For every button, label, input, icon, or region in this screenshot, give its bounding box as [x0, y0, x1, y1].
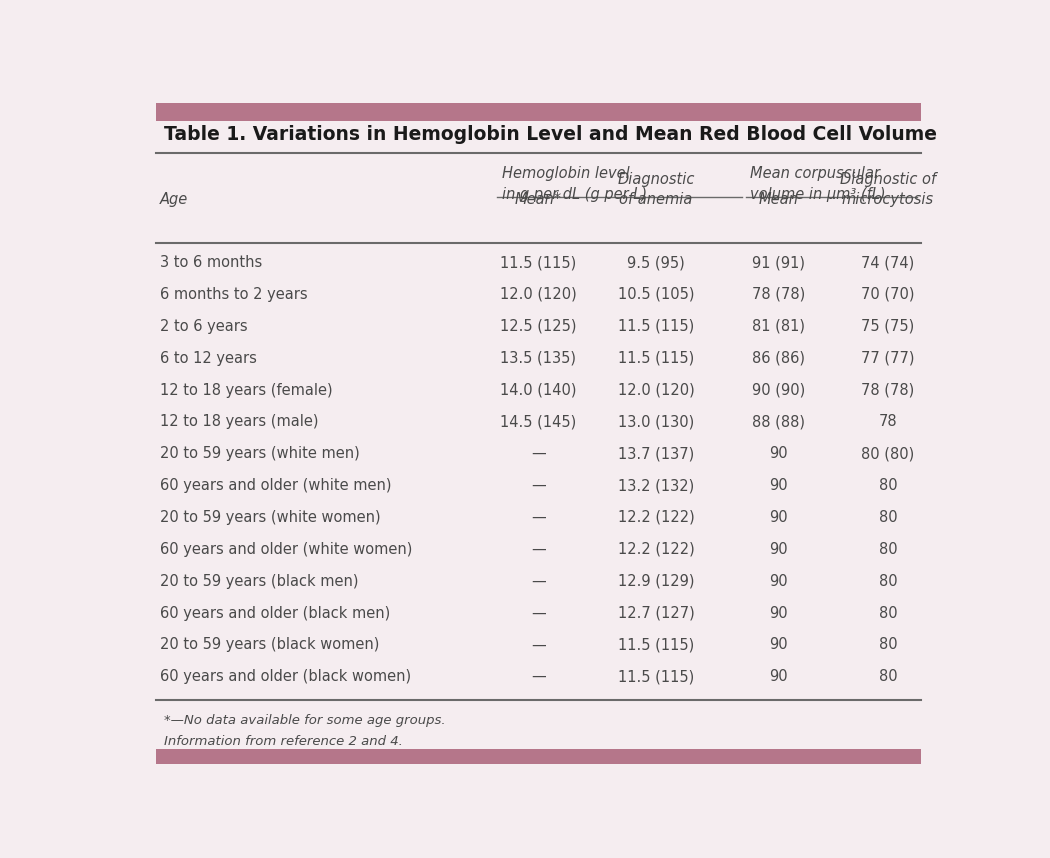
Text: 12 to 18 years (female): 12 to 18 years (female) [160, 383, 333, 397]
Text: 6 to 12 years: 6 to 12 years [160, 351, 256, 366]
Text: Hemoglobin level
in g per dL (g per L): Hemoglobin level in g per dL (g per L) [502, 166, 647, 202]
Text: Table 1. Variations in Hemoglobin Level and Mean Red Blood Cell Volume: Table 1. Variations in Hemoglobin Level … [164, 125, 937, 144]
Text: 90: 90 [769, 510, 788, 525]
Text: 80: 80 [879, 478, 898, 493]
Text: 60 years and older (black men): 60 years and older (black men) [160, 606, 390, 620]
Bar [155, 103, 921, 122]
Text: 11.5 (115): 11.5 (115) [618, 637, 694, 652]
Text: *—No data available for some age groups.: *—No data available for some age groups. [164, 714, 445, 727]
Text: 20 to 59 years (black men): 20 to 59 years (black men) [160, 574, 358, 589]
Text: 12.2 (122): 12.2 (122) [617, 510, 694, 525]
Text: 11.5 (115): 11.5 (115) [618, 351, 694, 366]
Text: 90 (90): 90 (90) [752, 383, 804, 397]
Text: 3 to 6 months: 3 to 6 months [160, 255, 262, 270]
Text: 12.9 (129): 12.9 (129) [617, 574, 694, 589]
Text: 70 (70): 70 (70) [861, 287, 915, 302]
Text: 86 (86): 86 (86) [752, 351, 804, 366]
Text: 90: 90 [769, 637, 788, 652]
Text: 90: 90 [769, 446, 788, 462]
Text: 11.5 (115): 11.5 (115) [618, 319, 694, 334]
Text: 20 to 59 years (black women): 20 to 59 years (black women) [160, 637, 379, 652]
Text: 12.2 (122): 12.2 (122) [617, 541, 694, 557]
Text: 90: 90 [769, 669, 788, 684]
Text: 12.7 (127): 12.7 (127) [617, 606, 694, 620]
Text: 80: 80 [879, 541, 898, 557]
Text: 81 (81): 81 (81) [752, 319, 804, 334]
Text: —: — [530, 637, 546, 652]
Text: 91 (91): 91 (91) [752, 255, 804, 270]
Text: 80: 80 [879, 637, 898, 652]
Text: 14.0 (140): 14.0 (140) [500, 383, 576, 397]
Text: 80: 80 [879, 669, 898, 684]
Text: Mean corpuscular
volume in μm³ (fL): Mean corpuscular volume in μm³ (fL) [750, 166, 885, 202]
Text: Information from reference 2 and 4.: Information from reference 2 and 4. [164, 735, 403, 748]
Text: 13.0 (130): 13.0 (130) [618, 414, 694, 429]
Text: 12.0 (120): 12.0 (120) [617, 383, 694, 397]
Text: 60 years and older (black women): 60 years and older (black women) [160, 669, 411, 684]
Text: 78: 78 [879, 414, 898, 429]
Text: 80: 80 [879, 510, 898, 525]
Text: 13.7 (137): 13.7 (137) [618, 446, 694, 462]
Text: 12.0 (120): 12.0 (120) [500, 287, 576, 302]
Text: 88 (88): 88 (88) [752, 414, 804, 429]
Text: —: — [530, 669, 546, 684]
Text: 9.5 (95): 9.5 (95) [627, 255, 685, 270]
Text: 74 (74): 74 (74) [861, 255, 915, 270]
Text: 11.5 (115): 11.5 (115) [500, 255, 576, 270]
Text: 90: 90 [769, 574, 788, 589]
Text: 13.5 (135): 13.5 (135) [500, 351, 576, 366]
Text: 60 years and older (white women): 60 years and older (white women) [160, 541, 412, 557]
Text: 14.5 (145): 14.5 (145) [500, 414, 576, 429]
Text: 90: 90 [769, 541, 788, 557]
Text: 11.5 (115): 11.5 (115) [618, 669, 694, 684]
Text: 20 to 59 years (white women): 20 to 59 years (white women) [160, 510, 380, 525]
Text: Mean: Mean [758, 191, 798, 207]
Text: 60 years and older (white men): 60 years and older (white men) [160, 478, 392, 493]
Text: —: — [530, 574, 546, 589]
Text: —: — [530, 446, 546, 462]
Text: 80: 80 [879, 606, 898, 620]
Text: 90: 90 [769, 606, 788, 620]
Text: 90: 90 [769, 478, 788, 493]
Text: 80: 80 [879, 574, 898, 589]
Text: 78 (78): 78 (78) [861, 383, 915, 397]
Text: 20 to 59 years (white men): 20 to 59 years (white men) [160, 446, 359, 462]
Text: 78 (78): 78 (78) [752, 287, 804, 302]
Text: 13.2 (132): 13.2 (132) [618, 478, 694, 493]
Bar [155, 749, 921, 764]
Text: —: — [530, 606, 546, 620]
Text: 75 (75): 75 (75) [861, 319, 915, 334]
Text: —: — [530, 478, 546, 493]
Text: 12.5 (125): 12.5 (125) [500, 319, 576, 334]
Text: Diagnostic of
microcytosis: Diagnostic of microcytosis [840, 172, 937, 207]
Text: Diagnostic
of anemia: Diagnostic of anemia [617, 172, 695, 207]
Text: 10.5 (105): 10.5 (105) [617, 287, 694, 302]
Text: Mean*: Mean* [514, 191, 562, 207]
Text: —: — [530, 541, 546, 557]
Text: —: — [530, 510, 546, 525]
Text: 2 to 6 years: 2 to 6 years [160, 319, 248, 334]
Text: 77 (77): 77 (77) [861, 351, 915, 366]
Text: Age: Age [160, 191, 188, 207]
Text: 80 (80): 80 (80) [861, 446, 915, 462]
Text: 12 to 18 years (male): 12 to 18 years (male) [160, 414, 318, 429]
Text: 6 months to 2 years: 6 months to 2 years [160, 287, 308, 302]
